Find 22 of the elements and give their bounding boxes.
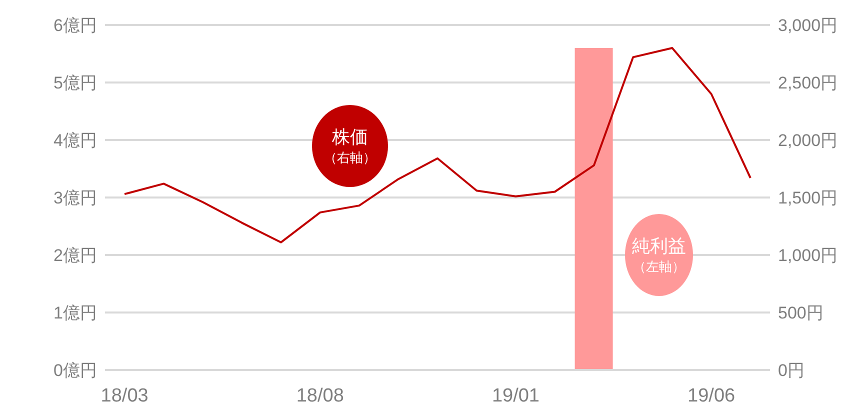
y2-tick-label: 1,500円 (778, 188, 838, 208)
label-bubble: 株価（右軸） (312, 105, 388, 187)
series-label: 純利益（左軸） (632, 235, 686, 276)
x-tick-label: 18/03 (100, 385, 148, 406)
y-tick-label: 3億円 (54, 188, 97, 208)
x-tick-label: 18/08 (296, 385, 344, 406)
x-tick-label: 19/01 (492, 385, 540, 406)
y2-tick-label: 2,000円 (778, 131, 838, 150)
y2-tick-label: 1,000円 (778, 246, 838, 266)
y-tick-label: 6億円 (54, 16, 97, 36)
x-tick-label: 19/06 (688, 385, 736, 406)
y-tick-label: 1億円 (54, 304, 97, 323)
y2-tick-label: 0円 (778, 361, 804, 380)
y-tick-label: 4億円 (54, 131, 97, 150)
y-tick-label: 2億円 (54, 246, 97, 266)
y2-tick-label: 3,000円 (778, 16, 838, 36)
y-tick-label: 0億円 (54, 361, 97, 380)
label-bubble: 純利益（左軸） (625, 214, 693, 296)
y2-tick-label: 2,500円 (778, 74, 838, 93)
y2-tick-label: 500円 (778, 304, 824, 323)
y-tick-label: 5億円 (54, 74, 97, 93)
series-label: 株価（右軸） (324, 126, 376, 167)
